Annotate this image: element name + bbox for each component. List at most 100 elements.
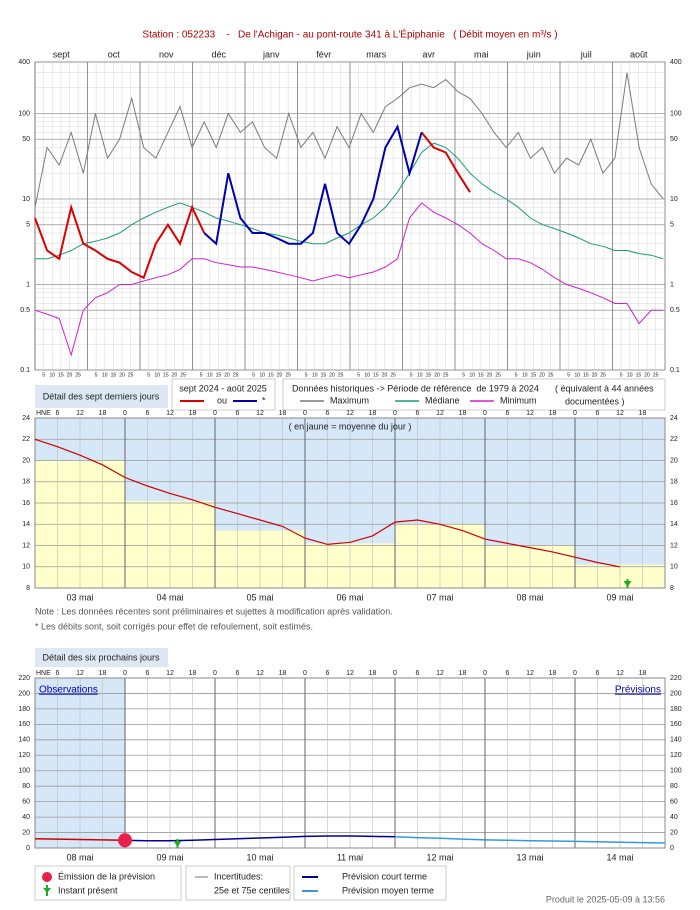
hour-label: 18 [639,670,647,677]
y-tick-label: 18 [670,479,678,486]
legend-label: Instant présent [58,885,118,895]
day-tick-label: 10 [102,372,108,378]
x-tick-label: 09 mai [606,592,633,602]
y-tick-label: 8 [670,585,674,592]
hour-label: HNE [36,410,51,417]
hour-label: 18 [459,410,467,417]
y-tick-label: 100 [18,110,30,117]
y-tick-label: 24 [670,415,678,422]
day-tick-label: 15 [373,372,379,378]
hour-label: 6 [416,670,420,677]
hour-label: 18 [279,670,287,677]
x-tick-label: 10 mai [246,852,273,862]
day-tick-label: 25 [390,372,396,378]
hour-label: 0 [213,670,217,677]
y-tick-label: 160 [18,721,30,728]
y-tick-label: 20 [670,829,678,836]
forecast-label: Prévisions [615,685,661,696]
y-tick-label: 0 [670,845,674,852]
day-tick-label: 25 [338,372,344,378]
y-tick-label: 0.1 [670,367,680,374]
y-tick-label: 400 [670,59,682,66]
month-label: mai [474,49,489,59]
hour-label: 12 [436,410,444,417]
legend-label: * [262,395,266,405]
x-tick-label: 06 mai [336,592,363,602]
hour-label: 0 [123,410,127,417]
hour-label: 6 [326,670,330,677]
x-tick-label: 08 mai [516,592,543,602]
y-tick-label: 80 [22,783,30,790]
y-tick-label: 10 [670,196,678,203]
hour-label: 6 [146,410,150,417]
y-tick-label: 50 [22,136,30,143]
hour-label: 18 [99,670,107,677]
day-tick-label: 10 [417,372,423,378]
hour-label: 6 [596,410,600,417]
y-tick-label: 0 [26,845,30,852]
y-tick-label: 100 [670,768,682,775]
y-tick-label: 24 [22,415,30,422]
y-tick-label: 40 [670,814,678,821]
day-tick-label: 20 [172,372,178,378]
hour-label: 0 [213,410,217,417]
y-tick-label: 400 [18,59,30,66]
legend-label: Médiane [425,395,460,405]
series-line [34,438,621,568]
y-tick-label: 80 [670,783,678,790]
day-tick-label: 10 [259,372,265,378]
hour-label: 18 [99,410,107,417]
hour-label: 12 [166,670,174,677]
legend-box [185,865,291,901]
plot-frame [34,417,666,589]
day-tick-label: 5 [620,372,623,378]
detail-box [35,385,168,408]
hour-label: 18 [549,410,557,417]
month-label: août [630,49,648,59]
y-tick-label: 10 [670,564,678,571]
now-marker [623,581,632,587]
emission-point [118,833,132,848]
series-line [34,202,664,357]
y-tick-label: 10 [22,196,30,203]
hour-label: 0 [123,670,127,677]
y-tick-label: 12 [670,542,678,549]
day-tick-label: 5 [357,372,360,378]
month-label: mars [366,49,386,59]
day-tick-label: 25 [285,372,291,378]
day-tick-label: 5 [567,372,570,378]
legend-label: Émission de la prévision [58,871,155,881]
y-tick-label: 10 [22,564,30,571]
hour-label: 0 [483,410,487,417]
plot-frame [34,677,666,849]
day-tick-label: 15 [426,372,432,378]
series-line [35,142,664,260]
y-tick-label: 140 [670,737,682,744]
y-tick-label: 1 [26,281,30,288]
y-tick-label: 14 [22,521,30,528]
hour-label: 0 [303,410,307,417]
hour-label: 0 [483,670,487,677]
month-label: juil [580,49,592,59]
legend-box [171,378,276,411]
day-tick-label: 20 [487,372,493,378]
y-tick-label: 0.5 [20,307,30,314]
day-tick-label: 20 [119,372,125,378]
y-tick-label: 20 [670,457,678,464]
day-tick-label: 15 [268,372,274,378]
footer: Produit le 2025-05-09 à 13:56 [546,894,665,904]
day-tick-label: 5 [515,372,518,378]
hour-label: 12 [526,410,534,417]
hour-label: 12 [76,670,84,677]
x-tick-label: 04 mai [156,592,183,602]
y-tick-label: 14 [670,521,678,528]
day-tick-label: 15 [531,372,537,378]
hour-label: 6 [416,410,420,417]
series-line [34,72,664,208]
hour-label: 6 [506,670,510,677]
hour-label: 18 [639,410,647,417]
legend-label: Maximum [330,395,369,405]
y-tick-label: 22 [22,436,30,443]
